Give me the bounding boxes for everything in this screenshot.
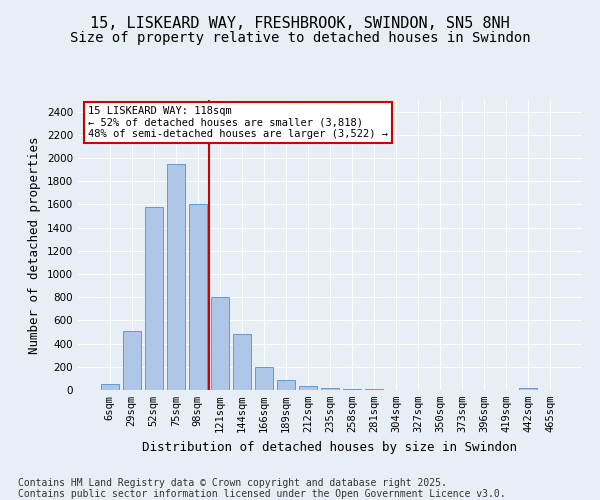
Bar [145, 206, 163, 390]
Bar [520, 388, 537, 390]
Text: Size of property relative to detached houses in Swindon: Size of property relative to detached ho… [70, 31, 530, 45]
Y-axis label: Number of detached properties: Number of detached properties [28, 136, 41, 354]
Bar [189, 204, 206, 390]
Text: Contains HM Land Registry data © Crown copyright and database right 2025.
Contai: Contains HM Land Registry data © Crown c… [18, 478, 506, 499]
Bar [299, 386, 317, 390]
Bar [101, 384, 119, 390]
Bar [167, 164, 185, 390]
Text: 15, LISKEARD WAY, FRESHBROOK, SWINDON, SN5 8NH: 15, LISKEARD WAY, FRESHBROOK, SWINDON, S… [90, 16, 510, 31]
Bar [277, 380, 295, 390]
Bar [123, 331, 140, 390]
Bar [233, 334, 251, 390]
Bar [343, 389, 361, 390]
Bar [255, 368, 273, 390]
Bar [321, 388, 339, 390]
Text: 15 LISKEARD WAY: 118sqm
← 52% of detached houses are smaller (3,818)
48% of semi: 15 LISKEARD WAY: 118sqm ← 52% of detache… [88, 106, 388, 139]
Bar [211, 297, 229, 390]
X-axis label: Distribution of detached houses by size in Swindon: Distribution of detached houses by size … [143, 440, 517, 454]
